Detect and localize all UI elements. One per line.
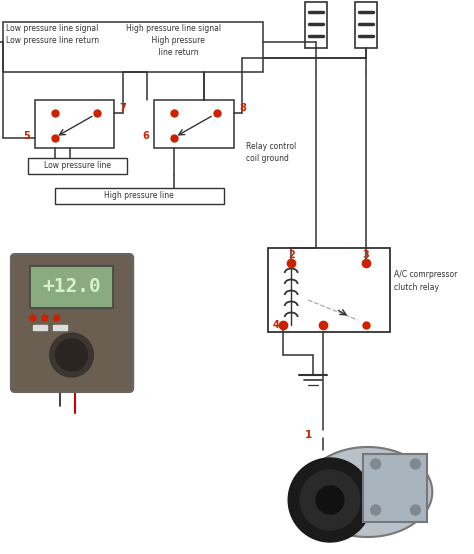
- Circle shape: [54, 315, 60, 321]
- Text: 8: 8: [239, 103, 246, 113]
- FancyBboxPatch shape: [11, 254, 133, 392]
- Circle shape: [30, 315, 36, 321]
- Circle shape: [300, 470, 360, 530]
- Circle shape: [288, 458, 372, 542]
- Text: High pressure line signal
    High pressure
    line return: High pressure line signal High pressure …: [127, 24, 221, 57]
- Text: A/C comrpressor
clutch relay: A/C comrpressor clutch relay: [393, 270, 457, 291]
- Bar: [3, 22, 264, 72]
- Bar: [363, 454, 428, 522]
- Circle shape: [50, 333, 93, 377]
- Circle shape: [55, 339, 88, 371]
- Bar: [355, 2, 377, 48]
- Circle shape: [371, 459, 381, 469]
- Bar: [154, 100, 234, 148]
- Circle shape: [42, 315, 48, 321]
- Text: High pressure line: High pressure line: [104, 192, 174, 201]
- Circle shape: [410, 505, 420, 515]
- Bar: [268, 248, 390, 332]
- Bar: [33, 325, 47, 330]
- Circle shape: [371, 505, 381, 515]
- Text: Relay control
coil ground: Relay control coil ground: [246, 142, 297, 163]
- Bar: [305, 2, 327, 48]
- Bar: [28, 158, 127, 174]
- Text: Low pressure line signal
Low pressure line return: Low pressure line signal Low pressure li…: [6, 24, 99, 45]
- Text: Low pressure line: Low pressure line: [44, 162, 111, 171]
- Text: 2: 2: [288, 250, 294, 260]
- Text: 4: 4: [273, 320, 280, 330]
- Circle shape: [316, 486, 344, 514]
- Text: 5: 5: [23, 131, 30, 141]
- Text: 3: 3: [362, 250, 369, 260]
- Bar: [55, 188, 224, 204]
- Text: 6: 6: [143, 131, 149, 141]
- Circle shape: [410, 459, 420, 469]
- Text: +12.0: +12.0: [42, 278, 101, 296]
- Text: 7: 7: [120, 103, 127, 113]
- Ellipse shape: [303, 447, 432, 537]
- Bar: [53, 325, 66, 330]
- Bar: [35, 100, 114, 148]
- Bar: [30, 266, 113, 308]
- Text: 1: 1: [304, 430, 312, 440]
